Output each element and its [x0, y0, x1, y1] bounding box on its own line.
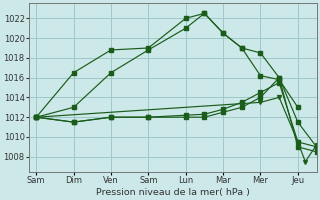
- X-axis label: Pression niveau de la mer( hPa ): Pression niveau de la mer( hPa ): [96, 188, 250, 197]
